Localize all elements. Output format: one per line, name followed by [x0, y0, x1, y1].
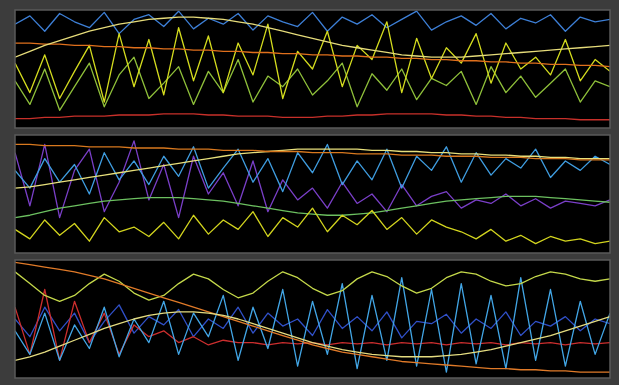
series-line: [15, 11, 610, 33]
series-line: [15, 144, 610, 159]
chart-root: [0, 0, 619, 385]
series-line: [15, 290, 610, 361]
plot-frame: [15, 135, 610, 253]
series-line: [15, 114, 610, 120]
series-line: [15, 22, 610, 102]
series-line: [15, 196, 610, 217]
plot-area: [15, 10, 610, 128]
series-line: [15, 262, 610, 372]
series-group: [15, 262, 610, 372]
plot-frame: [15, 260, 610, 378]
series-line: [15, 272, 610, 302]
series-line: [15, 149, 610, 188]
series-line: [15, 278, 610, 372]
series-line: [15, 17, 610, 57]
series-line: [15, 141, 610, 218]
series-group: [15, 141, 610, 244]
plot-area: [15, 260, 610, 378]
panel: [15, 260, 610, 378]
series-line: [15, 144, 610, 194]
series-line: [15, 208, 610, 243]
plot-frame: [15, 10, 610, 128]
plot-area: [15, 135, 610, 253]
panel: [15, 135, 610, 253]
series-line: [15, 43, 610, 67]
series-line: [15, 305, 610, 343]
background: [0, 0, 619, 385]
series-line: [15, 312, 610, 360]
panel: [15, 10, 610, 128]
series-group: [15, 11, 610, 120]
